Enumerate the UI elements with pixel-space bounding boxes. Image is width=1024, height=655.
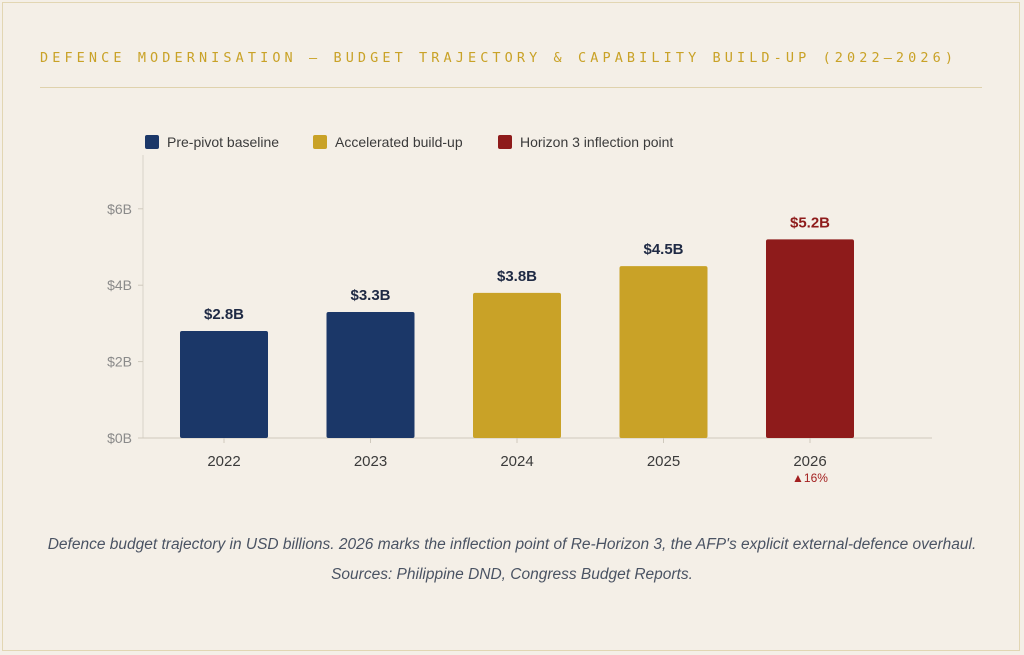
legend-item-pre-pivot: Pre-pivot baseline — [145, 134, 279, 150]
title-divider — [40, 87, 982, 88]
x-tick-label-2022: 2022 — [207, 453, 240, 470]
legend-item-horizon3: Horizon 3 inflection point — [498, 134, 673, 150]
y-tick-label-2b: $2B — [107, 354, 132, 370]
y-tick-label-6b: $6B — [107, 201, 132, 217]
x-tick-label-2023: 2023 — [354, 453, 387, 470]
legend-swatch-accelerated — [313, 135, 327, 149]
legend-item-accelerated: Accelerated build-up — [313, 134, 463, 150]
legend-swatch-horizon3 — [498, 135, 512, 149]
data-label-2025: $4.5B — [643, 241, 683, 258]
x-tick-label-2025: 2025 — [647, 453, 680, 470]
data-label-2026: $5.2B — [790, 214, 830, 231]
data-label-2022: $2.8B — [204, 306, 244, 323]
bar-2024 — [473, 292, 561, 438]
growth-annotation-2026: ▲16% — [792, 471, 828, 485]
x-tick-label-2026: 2026 — [793, 453, 826, 470]
bar-2022 — [180, 331, 268, 438]
chart-title: DEFENCE MODERNISATION — BUDGET TRAJECTOR… — [40, 50, 958, 66]
y-tick-label-0b: $0B — [107, 430, 132, 446]
bar-2023 — [326, 311, 415, 438]
bar-2026 — [766, 239, 854, 438]
data-label-2023: $3.3B — [350, 287, 390, 304]
y-tick-label-4b: $4B — [107, 277, 132, 293]
bar-2025 — [619, 266, 708, 438]
legend-swatch-pre-pivot — [145, 135, 159, 149]
chart-caption: Defence budget trajectory in USD billion… — [47, 536, 977, 583]
legend-label-accelerated: Accelerated build-up — [335, 134, 463, 150]
data-label-2024: $3.8B — [497, 268, 537, 285]
legend-label-pre-pivot: Pre-pivot baseline — [167, 134, 280, 150]
legend-label-horizon3: Horizon 3 inflection point — [520, 134, 674, 150]
x-tick-label-2024: 2024 — [500, 453, 533, 470]
